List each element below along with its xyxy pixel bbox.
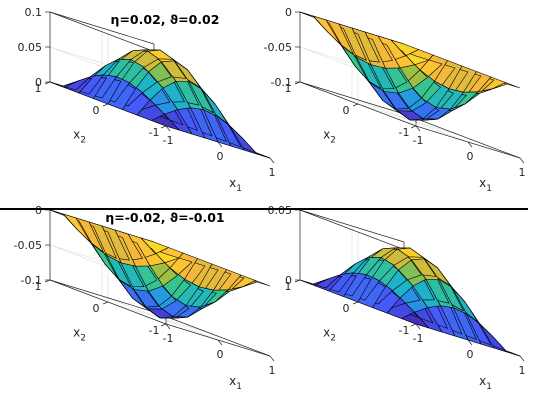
z-tick-label: -0.05	[14, 239, 42, 252]
x2-tick-mark	[294, 81, 301, 85]
x2-tick-label: -1	[399, 126, 410, 139]
x1-axis-label: x1	[229, 176, 242, 194]
surface-mesh	[299, 11, 521, 121]
axis-edge	[49, 279, 155, 313]
x1-tick-mark	[217, 141, 223, 148]
x1-axis-label-sub: 1	[486, 382, 492, 392]
x2-tick-label: 1	[35, 82, 42, 95]
x2-tick-label: 0	[343, 302, 350, 315]
x1-tick-mark	[217, 339, 223, 346]
axis-edge	[153, 311, 271, 357]
x1-axis-label: x1	[479, 374, 492, 392]
surface-face	[49, 209, 78, 231]
axis-edge	[49, 11, 167, 57]
x1-tick-mark	[415, 125, 421, 132]
x2-tick-mark	[410, 323, 417, 327]
surface-face	[299, 278, 328, 286]
x2-tick-label: 1	[285, 82, 292, 95]
axis-edge	[49, 11, 155, 45]
x1-tick-mark	[415, 323, 421, 330]
x2-tick-mark	[352, 103, 359, 107]
x1-tick-label: 0	[467, 348, 474, 361]
x1-tick-label: 1	[269, 364, 276, 377]
x1-axis-label: x1	[479, 176, 492, 194]
x2-tick-label: 0	[343, 104, 350, 117]
x1-tick-label: 1	[519, 364, 526, 377]
x2-axis-label-sub: 2	[330, 333, 336, 343]
x1-tick-mark	[165, 125, 171, 132]
x2-tick-mark	[160, 125, 167, 129]
x1-tick-label: -1	[163, 332, 174, 345]
x1-tick-label: 0	[467, 150, 474, 163]
x1-tick-mark	[467, 339, 473, 346]
axis-edge	[299, 209, 405, 243]
x2-tick-label: 0	[93, 302, 100, 315]
x2-axis-label: x2	[323, 325, 336, 343]
x2-tick-label: 1	[35, 280, 42, 293]
x1-tick-mark	[467, 141, 473, 148]
x2-axis-label-sub: 2	[330, 135, 336, 145]
z-tick-label: -0.1	[21, 274, 42, 287]
surface-face	[49, 80, 78, 88]
x1-tick-label: -1	[163, 134, 174, 147]
x1-axis-label-sub: 1	[486, 184, 492, 194]
z-tick-label: 0	[35, 76, 42, 89]
x2-tick-mark	[410, 125, 417, 129]
x1-tick-label: -1	[413, 134, 424, 147]
z-tick-label: -0.05	[264, 41, 292, 54]
z-tick-label: 0.05	[268, 204, 293, 217]
x1-tick-mark	[269, 157, 275, 164]
z-tick-label: 0	[285, 6, 292, 19]
axis-edge	[299, 209, 417, 255]
x1-axis-label-sub: 1	[236, 382, 242, 392]
x1-tick-mark	[165, 323, 171, 330]
x2-tick-label: 1	[285, 280, 292, 293]
axis-edge	[403, 113, 521, 159]
x2-tick-mark	[102, 103, 109, 107]
x2-axis-label: x2	[73, 127, 86, 145]
x2-axis-label-sub: 2	[80, 333, 86, 343]
x1-axis-label-sub: 1	[236, 184, 242, 194]
x2-axis-label: x2	[73, 325, 86, 343]
x2-tick-label: -1	[149, 324, 160, 337]
x1-tick-label: 0	[217, 348, 224, 361]
x2-tick-mark	[352, 301, 359, 305]
x1-tick-label: -1	[413, 332, 424, 345]
x2-tick-mark	[160, 323, 167, 327]
x1-tick-label: 1	[269, 166, 276, 179]
surface-mesh	[299, 247, 521, 357]
surface-mesh	[49, 49, 271, 159]
x2-axis-label-sub: 2	[80, 135, 86, 145]
x1-tick-label: 0	[217, 150, 224, 163]
x2-tick-mark	[294, 279, 301, 283]
x1-axis-label: x1	[229, 374, 242, 392]
z-tick-label: -0.1	[271, 76, 292, 89]
x2-axis-label: x2	[323, 127, 336, 145]
x2-tick-label: -1	[149, 126, 160, 139]
x1-tick-mark	[519, 157, 525, 164]
z-tick-label: 0	[285, 274, 292, 287]
z-tick-label: 0.1	[25, 6, 43, 19]
surface-face	[299, 11, 328, 33]
x2-tick-mark	[44, 279, 51, 283]
x1-tick-label: 1	[519, 166, 526, 179]
z-tick-label: 0	[35, 204, 42, 217]
x2-tick-label: -1	[399, 324, 410, 337]
x2-tick-label: 0	[93, 104, 100, 117]
z-tick-label: 0.05	[18, 41, 43, 54]
panel-title: η=-0.02, ϑ=-0.01	[105, 210, 224, 225]
panel-title: η=0.02, ϑ=0.02	[111, 12, 220, 27]
surface-mesh	[49, 209, 271, 319]
x2-tick-mark	[102, 301, 109, 305]
x1-tick-mark	[269, 355, 275, 362]
x1-tick-mark	[519, 355, 525, 362]
x2-tick-mark	[44, 81, 51, 85]
axis-edge	[299, 81, 405, 115]
